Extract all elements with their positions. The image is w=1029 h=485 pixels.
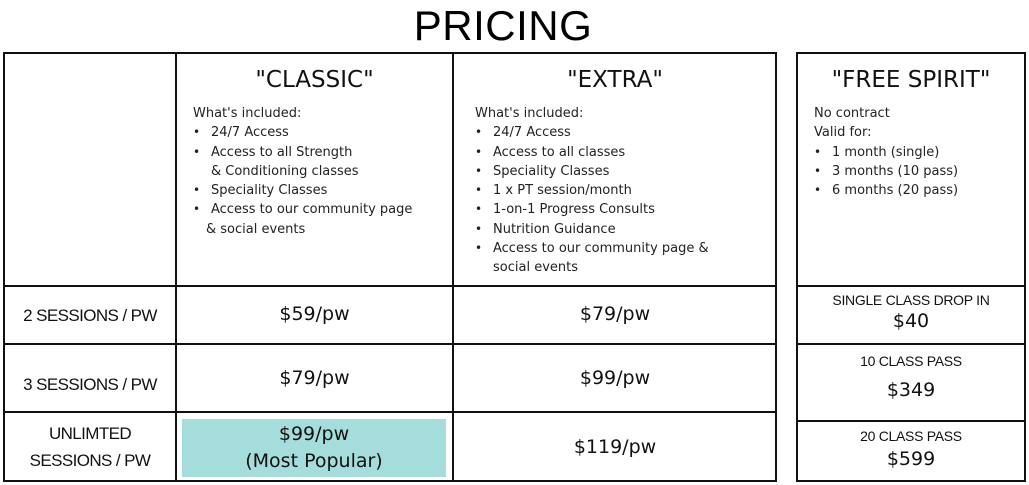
feature-item: Nutrition Guidance <box>475 220 709 240</box>
row-label-3-sessions: 3 SESSIONS / PW <box>23 374 157 394</box>
option-label: 10 CLASS PASS <box>860 353 962 369</box>
row-divider <box>796 285 1026 287</box>
price-extra-3-sessions: $99/pw <box>579 367 651 389</box>
price-classic-3-sessions: $79/pw <box>279 367 350 389</box>
extra-features: What's included: 24/7 Access Access to a… <box>475 104 709 278</box>
page-title: PRICING <box>413 2 593 49</box>
row-divider <box>796 343 1026 345</box>
feature-item: Access to our community page & <box>475 239 709 259</box>
column-divider <box>175 52 177 482</box>
row-label-unlimited: UNLIMTED SESSIONS / PW <box>29 423 151 470</box>
feature-item: 1 x PT session/month <box>475 181 709 201</box>
feature-item: 24/7 Access <box>475 123 709 143</box>
option-label: SINGLE CLASS DROP IN <box>832 292 990 308</box>
row-divider <box>3 343 777 345</box>
main-pricing-table <box>3 52 777 482</box>
feature-item: & social events <box>206 221 306 237</box>
option-price: $599 <box>886 448 936 470</box>
free-spirit-option-10-pass: 10 CLASS PASS $349 <box>797 353 1025 401</box>
option-price: $349 <box>886 379 936 401</box>
price-classic-unlimited: $99/pw <box>278 423 350 445</box>
classic-features: What's included: 24/7 Access Access to a… <box>193 104 412 239</box>
features-intro: No contract <box>814 106 890 121</box>
features-intro: What's included: <box>475 106 584 121</box>
feature-item: social events <box>493 260 578 276</box>
features-intro: What's included: <box>193 106 302 121</box>
free-spirit-option-20-pass: 20 CLASS PASS $599 <box>797 428 1025 470</box>
option-price: $40 <box>892 310 930 332</box>
row-divider <box>3 411 777 413</box>
plan-name-free-spirit: "FREE SPIRIT" <box>831 67 991 93</box>
feature-item: 1 month (single) <box>814 143 958 163</box>
row-divider <box>796 420 1026 422</box>
feature-item: Access to our community page <box>193 200 412 220</box>
feature-item: & Conditioning classes <box>211 163 359 179</box>
feature-item: 24/7 Access <box>193 123 412 143</box>
feature-item: Speciality Classes <box>475 162 709 182</box>
feature-item: 3 months (10 pass) <box>814 162 958 182</box>
most-popular-highlight: $99/pw (Most Popular) <box>182 419 446 477</box>
feature-item: 1-on-1 Progress Consults <box>475 200 709 220</box>
price-extra-2-sessions: $79/pw <box>579 303 651 325</box>
feature-item: Access to all classes <box>475 143 709 163</box>
column-divider <box>452 52 454 482</box>
option-label: 20 CLASS PASS <box>860 428 962 444</box>
most-popular-label: (Most Popular) <box>245 450 383 472</box>
free-spirit-features: No contract Valid for: 1 month (single) … <box>814 104 958 201</box>
free-spirit-table <box>796 52 1026 482</box>
price-classic-2-sessions: $59/pw <box>279 303 350 325</box>
free-spirit-option-drop-in: SINGLE CLASS DROP IN $40 <box>797 292 1025 332</box>
feature-item: Speciality Classes <box>193 181 412 201</box>
row-divider <box>3 285 777 287</box>
price-extra-unlimited: $119/pw <box>573 435 657 458</box>
row-label-2-sessions: 2 SESSIONS / PW <box>23 305 157 325</box>
plan-name-classic: "CLASSIC" <box>255 67 374 93</box>
feature-item: 6 months (20 pass) <box>814 181 958 201</box>
features-intro: Valid for: <box>814 125 872 141</box>
feature-item: Access to all Strength <box>193 143 412 163</box>
plan-name-extra: "EXTRA" <box>567 67 663 93</box>
